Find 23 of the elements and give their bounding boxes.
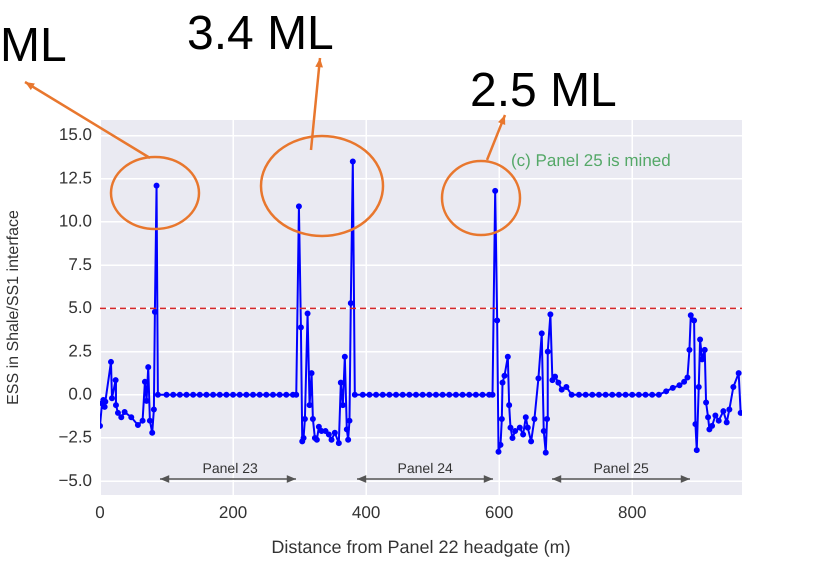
y-axis-title: ESS in Shale/SS1 interface (5, 210, 22, 405)
annotation: Panel 24 (398, 460, 453, 476)
x-tick-label: 800 (618, 502, 646, 522)
y-tick-label: 2.5 (68, 341, 92, 360)
annotation: (c) Panel 25 is mined (511, 151, 671, 170)
x-tick-label: 0 (95, 502, 105, 522)
annotation: Panel 23 (202, 460, 258, 476)
text: 2.5 ML (470, 64, 617, 117)
y-tick-label: 10.0 (58, 212, 92, 231)
x-axis-title: Distance from Panel 22 headgate (m) (271, 537, 571, 558)
x-tick-label: 400 (352, 502, 380, 522)
text: 3.4 ML (187, 7, 334, 60)
y-tick-label: 0.0 (68, 384, 92, 404)
x-tick-label: 600 (484, 502, 514, 522)
y-tick-label: 7.5 (68, 254, 92, 274)
y-tick-label: −2.5 (58, 428, 92, 447)
y-tick-label: 15.0 (58, 125, 92, 144)
annotation: Panel 25 (594, 460, 649, 476)
x-tick-label: 200 (218, 502, 248, 522)
y-tick-label: 5.0 (68, 298, 92, 318)
y-tick-label: −5.0 (58, 470, 92, 490)
y-tick-label: 12.5 (58, 168, 92, 188)
text: ML (0, 19, 67, 72)
